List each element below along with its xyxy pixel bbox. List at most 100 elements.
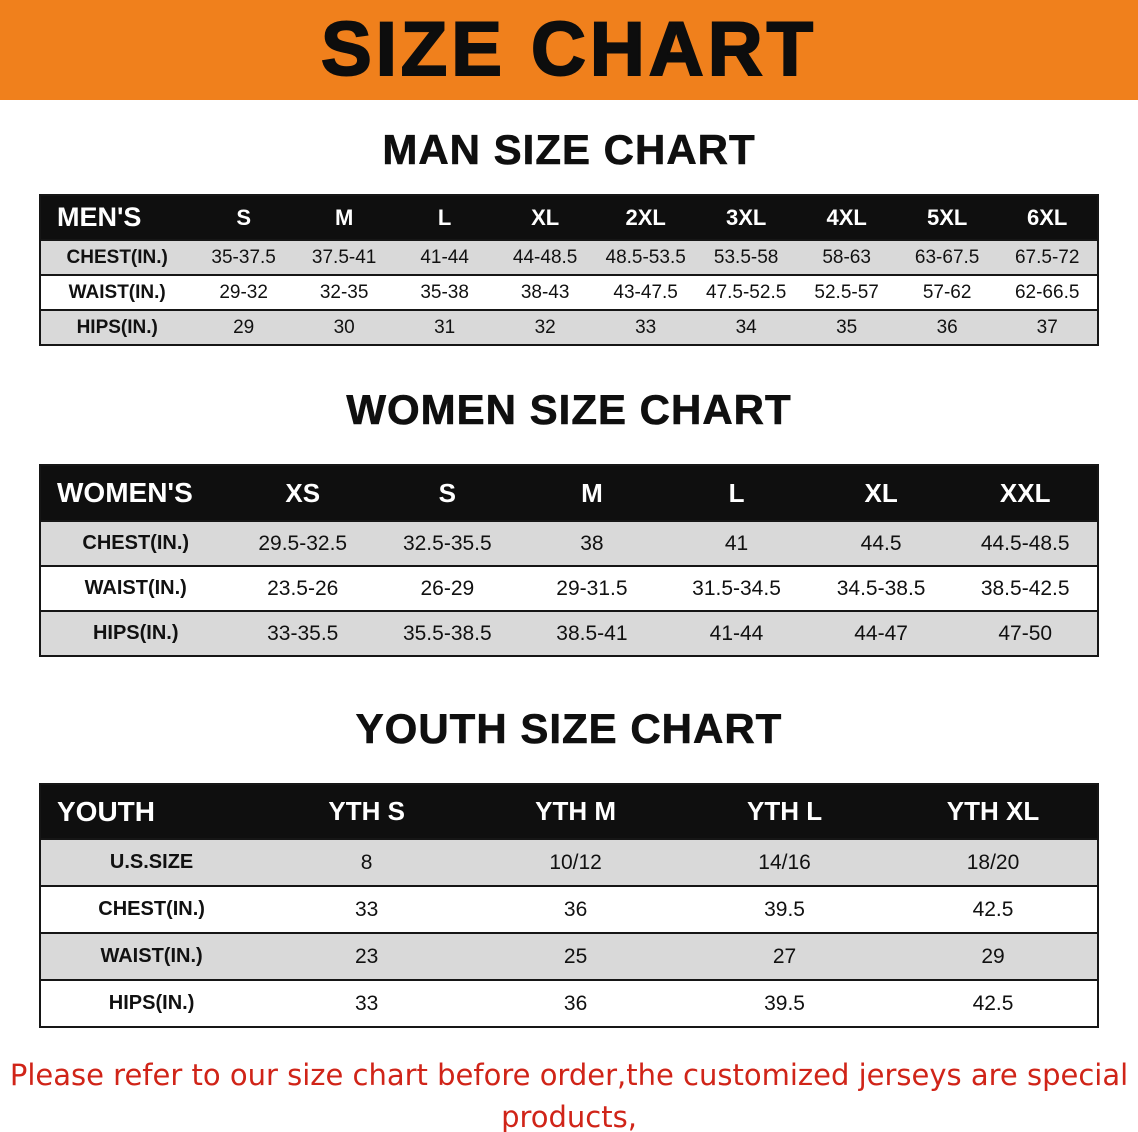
youth-row: CHEST(IN.) 33 36 39.5 42.5 bbox=[40, 886, 1098, 933]
banner-title: SIZE CHART bbox=[320, 7, 817, 92]
youth-header-cell: YTH XL bbox=[889, 784, 1098, 839]
women-row: HIPS(IN.) 33-35.5 35.5-38.5 38.5-41 41-44 44-… bbox=[40, 611, 1098, 656]
women-header-cell: L bbox=[664, 465, 809, 521]
youth-header-cell: YTH M bbox=[471, 784, 681, 839]
youth-cell-value: 39.5 bbox=[764, 897, 805, 921]
men-header-cell: MEN'S bbox=[40, 195, 194, 240]
women-header-cell: XS bbox=[230, 465, 376, 521]
youth-cell-value: 27 bbox=[772, 944, 797, 968]
women-cell-value: 29-31.5 bbox=[556, 576, 628, 600]
men-header-cell: 4XL bbox=[796, 195, 897, 240]
youth-cell-value: 23 bbox=[354, 944, 379, 968]
men-size-table: MEN'S S M L XL 2XL 3XL 4XL 5XL 6XL CHEST(IN.) 35-37… bbox=[39, 194, 1099, 346]
youth-header-cell: YTH L bbox=[680, 784, 890, 839]
youth-cell-value: 18/20 bbox=[966, 850, 1020, 874]
men-cell-value: 67.5-72 bbox=[1014, 246, 1080, 268]
women-header-cell: XXL bbox=[953, 465, 1098, 521]
women-cell-value: 38.5-42.5 bbox=[980, 576, 1070, 600]
men-cell-value: 41-44 bbox=[420, 246, 469, 268]
women-section-heading: WOMEN SIZE CHART bbox=[346, 386, 792, 434]
youth-row-label: HIPS(IN.) bbox=[108, 992, 195, 1014]
women-cell-value: 38.5-41 bbox=[556, 621, 628, 645]
women-cell-value: 41-44 bbox=[709, 621, 764, 645]
youth-section-heading: YOUTH SIZE CHART bbox=[355, 705, 783, 753]
disclaimer-line1: Please refer to our size chart before or… bbox=[9, 1058, 1129, 1132]
men-cell-value: 37 bbox=[1036, 316, 1058, 338]
men-header-cell: 6XL bbox=[997, 195, 1098, 240]
women-cell-value: 44.5 bbox=[860, 531, 902, 555]
men-row: HIPS(IN.) 29 30 31 32 33 34 35 36 37 bbox=[40, 310, 1098, 345]
women-cell-value: 29.5-32.5 bbox=[258, 531, 348, 555]
youth-size-table: YOUTH YTH S YTH M YTH L YTH XL U.S.SIZE 8 10/12… bbox=[39, 783, 1099, 1028]
men-row-label: WAIST(IN.) bbox=[68, 281, 166, 303]
youth-cell-value: 8 bbox=[360, 850, 373, 874]
men-header-cell: L bbox=[394, 195, 495, 240]
women-cell-value: 47-50 bbox=[998, 621, 1053, 645]
youth-header-cell: YTH S bbox=[262, 784, 472, 839]
men-row-label: HIPS(IN.) bbox=[76, 316, 158, 338]
disclaimer: Please refer to our size chart before or… bbox=[0, 1054, 1138, 1132]
men-row: WAIST(IN.) 29-32 32-35 35-38 38-43 43-47.5 47.… bbox=[40, 275, 1098, 310]
youth-cell-value: 33 bbox=[354, 897, 379, 921]
men-cell-value: 36 bbox=[936, 316, 958, 338]
youth-header-row: YOUTH YTH S YTH M YTH L YTH XL bbox=[40, 784, 1098, 839]
men-cell-value: 47.5-52.5 bbox=[706, 281, 787, 303]
youth-row: HIPS(IN.) 33 36 39.5 42.5 bbox=[40, 980, 1098, 1027]
men-cell-value: 31 bbox=[434, 316, 456, 338]
youth-header-cell: YOUTH bbox=[40, 784, 263, 839]
men-cell-value: 38-43 bbox=[520, 281, 570, 303]
youth-cell-value: 29 bbox=[981, 944, 1005, 968]
men-cell-value: 29-32 bbox=[219, 281, 268, 303]
men-cell-value: 34 bbox=[735, 316, 757, 338]
women-cell-value: 26-29 bbox=[420, 576, 475, 600]
men-header-cell: 5XL bbox=[896, 195, 998, 240]
women-cell-value: 41 bbox=[724, 531, 749, 555]
women-cell-value: 31.5-34.5 bbox=[692, 576, 781, 600]
women-size-table: WOMEN'S XS S M L XL XXL CHEST(IN.) 29.5-32.5 32.5… bbox=[39, 464, 1099, 657]
men-cell-value: 58-63 bbox=[822, 246, 871, 268]
youth-cell-value: 39.5 bbox=[764, 991, 805, 1015]
men-section-heading: MAN SIZE CHART bbox=[382, 126, 756, 174]
youth-cell-value: 33 bbox=[354, 991, 379, 1015]
women-header-cell: WOMEN'S bbox=[40, 465, 231, 521]
youth-cell-value: 36 bbox=[563, 897, 588, 921]
men-cell-value: 44-48.5 bbox=[512, 246, 578, 268]
women-row-label: CHEST(IN.) bbox=[82, 532, 190, 554]
youth-row-label: CHEST(IN.) bbox=[98, 898, 205, 920]
women-header-row: WOMEN'S XS S M L XL XXL bbox=[40, 465, 1098, 521]
women-cell-value: 44.5-48.5 bbox=[980, 531, 1070, 555]
men-header-cell: 3XL bbox=[695, 195, 797, 240]
men-header-cell: M bbox=[293, 195, 395, 240]
men-cell-value: 43-47.5 bbox=[613, 281, 678, 303]
men-header-row: MEN'S S M L XL 2XL 3XL 4XL 5XL 6XL bbox=[40, 195, 1098, 240]
women-row-label: HIPS(IN.) bbox=[92, 622, 179, 644]
men-cell-value: 52.5-57 bbox=[814, 281, 879, 303]
men-row-label: CHEST(IN.) bbox=[66, 246, 168, 268]
youth-cell-value: 25 bbox=[563, 944, 588, 968]
men-header-cell: S bbox=[193, 195, 294, 240]
men-cell-value: 35-38 bbox=[420, 281, 469, 303]
youth-cell-value: 14/16 bbox=[758, 850, 811, 874]
women-row-label: WAIST(IN.) bbox=[84, 577, 187, 599]
women-cell-value: 33-35.5 bbox=[267, 621, 339, 645]
men-cell-value: 35-37.5 bbox=[211, 246, 276, 268]
men-cell-value: 48.5-53.5 bbox=[605, 246, 686, 268]
men-header-cell: XL bbox=[494, 195, 596, 240]
men-cell-value: 37.5-41 bbox=[311, 246, 377, 268]
men-cell-value: 32 bbox=[534, 316, 556, 338]
youth-cell-value: 42.5 bbox=[972, 991, 1014, 1015]
women-cell-value: 35.5-38.5 bbox=[402, 621, 492, 645]
men-row: CHEST(IN.) 35-37.5 37.5-41 41-44 44-48.5 48.5… bbox=[40, 240, 1098, 275]
youth-cell-value: 36 bbox=[563, 991, 588, 1015]
men-cell-value: 57-62 bbox=[922, 281, 972, 303]
men-cell-value: 63-67.5 bbox=[914, 246, 980, 268]
women-row: CHEST(IN.) 29.5-32.5 32.5-35.5 38 41 44.5 44.5… bbox=[40, 521, 1098, 566]
women-cell-value: 44-47 bbox=[854, 621, 908, 645]
women-cell-value: 23.5-26 bbox=[267, 576, 339, 600]
youth-cell-value: 42.5 bbox=[972, 897, 1014, 921]
men-cell-value: 35 bbox=[836, 316, 858, 338]
size-chart-banner: SIZE CHART bbox=[0, 0, 1138, 100]
men-cell-value: 29 bbox=[233, 316, 255, 338]
youth-row: WAIST(IN.) 23 25 27 29 bbox=[40, 933, 1098, 980]
women-cell-value: 34.5-38.5 bbox=[836, 576, 926, 600]
